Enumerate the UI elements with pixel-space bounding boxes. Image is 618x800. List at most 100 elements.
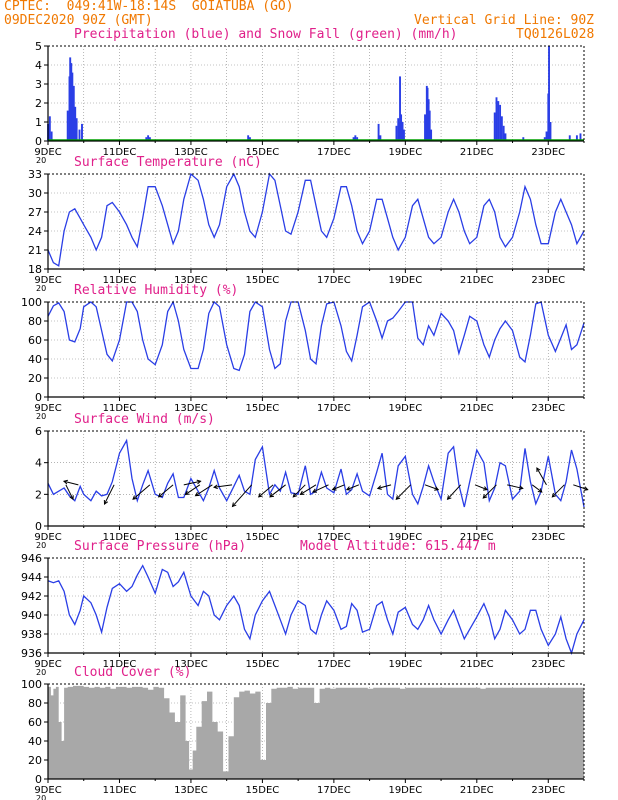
wind-arrow — [536, 467, 547, 486]
year-stub-label: 20 — [36, 668, 46, 677]
wind-arrow — [507, 484, 523, 489]
precip-bar — [395, 125, 398, 141]
precip-bar — [147, 135, 150, 141]
wind-arrow-head — [311, 488, 317, 493]
x-tick-label: 15DEC — [246, 785, 280, 796]
y-tick-label: 100 — [21, 296, 42, 309]
humidity-title: Relative Humidity (%) — [74, 283, 239, 298]
precip-bar — [424, 114, 426, 141]
y-tick-label: 6 — [35, 425, 42, 438]
x-tick-label: 9DEC — [34, 147, 61, 158]
x-tick-label: 11DEC — [103, 659, 137, 670]
x-tick-label: 15DEC — [246, 403, 280, 414]
x-tick-label: 19DEC — [388, 275, 422, 286]
year-stub-label: 20 — [36, 794, 46, 800]
y-tick-label: 60 — [28, 716, 42, 729]
x-tick-label: 21DEC — [460, 532, 494, 543]
x-tick-label: 17DEC — [317, 275, 351, 286]
precip-bar — [399, 76, 401, 141]
precip-bar — [543, 137, 546, 141]
model-altitude: Model Altitude: 615.447 m — [300, 539, 496, 554]
wind-arrow-head — [69, 495, 74, 501]
pressure-panel: 936 938 940 942 944 946 9DEC 11DEC 13DEC 15DEC 17D… — [21, 552, 585, 677]
wind-arrow — [573, 484, 588, 491]
wind-arrow-head — [196, 479, 202, 485]
x-tick-label: 15DEC — [246, 147, 280, 158]
date-header: 09DEC2020 90Z (GMT) — [4, 13, 153, 28]
wind-arrow — [531, 484, 543, 493]
wind-arrow — [132, 484, 151, 500]
cloud-cover-area — [48, 685, 584, 779]
y-tick-label: 942 — [21, 590, 42, 603]
y-tick-label: 33 — [28, 168, 42, 181]
y-tick-label: 3 — [35, 78, 42, 91]
y-tick-label: 20 — [28, 372, 42, 385]
temp-panel: 18 21 24 27 30 33 9DEC 11DEC 13DEC 15DEC 17DEC 19DE… — [28, 168, 585, 293]
wind-arrow — [292, 484, 306, 498]
precip-bar — [148, 137, 151, 141]
wind-arrow — [482, 484, 497, 499]
wind-arrow-head — [376, 485, 382, 490]
precip-bar — [427, 99, 430, 141]
precip-bar — [247, 135, 250, 141]
wind-arrow — [63, 480, 79, 486]
x-tick-label: 11DEC — [103, 785, 137, 796]
wind-arrow-head — [583, 486, 589, 491]
precip-title: Precipitation (blue) and Snow Fall (gree… — [74, 27, 458, 42]
x-tick-label: 9DEC — [34, 659, 61, 670]
wind-arrow-head — [269, 492, 275, 498]
humidity-panel: 0 20 40 60 80 100 9DEC 11DEC 13DEC 15DEC 17DEC 19DE… — [21, 296, 585, 421]
wind-arrow — [65, 484, 74, 500]
wind-arrow — [424, 484, 439, 491]
wind-arrow-head — [212, 484, 218, 490]
pressure-title: Surface Pressure (hPa) — [74, 539, 247, 554]
wind-arrow — [185, 484, 201, 495]
wind-arrow — [312, 484, 329, 493]
y-tick-label: 2 — [35, 488, 42, 501]
y-tick-label: 40 — [28, 735, 42, 748]
wind-arrow-head — [231, 502, 237, 508]
x-tick-label: 17DEC — [317, 785, 351, 796]
wind-arrow-head — [157, 492, 163, 498]
temp-title: Surface Temperature (nC) — [74, 155, 262, 170]
x-tick-label: 17DEC — [317, 147, 351, 158]
precip-bar — [50, 131, 53, 141]
precip-bar — [48, 116, 51, 141]
precip-bar — [145, 137, 148, 141]
wind-arrow — [551, 484, 565, 498]
x-tick-label: 23DEC — [531, 532, 565, 543]
x-tick-label: 9DEC — [34, 532, 61, 543]
wind-arrow-head — [194, 491, 200, 497]
precip-bar — [500, 116, 503, 141]
x-tick-label: 23DEC — [531, 659, 565, 670]
precip-bar — [248, 137, 251, 141]
wind-arrow-head — [184, 490, 190, 496]
wind-arrow — [258, 484, 274, 498]
y-tick-label: 938 — [21, 628, 42, 641]
precip-bar — [522, 137, 525, 141]
y-tick-label: 40 — [28, 353, 42, 366]
wind-arrow-head — [482, 486, 488, 491]
y-tick-label: 5 — [35, 40, 42, 53]
precip-bar — [403, 129, 405, 141]
wind-arrow-head — [482, 494, 488, 499]
x-tick-label: 9DEC — [34, 275, 61, 286]
x-tick-label: 15DEC — [246, 532, 280, 543]
precip-bar — [575, 135, 578, 141]
temp-line — [47, 172, 585, 267]
precip-bar — [493, 112, 496, 141]
y-tick-label: 0 — [35, 391, 42, 404]
station-header: CPTEC: 049:41W-18:14S GOIATUBA (GO) — [4, 0, 294, 14]
precip-bar — [497, 101, 500, 141]
y-tick-label: 944 — [21, 571, 42, 584]
x-tick-label: 9DEC — [34, 785, 61, 796]
wind-title: Surface Wind (m/s) — [74, 412, 215, 427]
wind-arrow — [158, 484, 174, 498]
x-tick-label: 19DEC — [388, 785, 422, 796]
wind-arrow-head — [551, 492, 557, 498]
x-tick-label: 23DEC — [531, 147, 565, 158]
wind-arrow-head — [292, 492, 298, 498]
wind-arrow-head — [395, 495, 401, 500]
wind-arrow-head — [537, 488, 543, 493]
